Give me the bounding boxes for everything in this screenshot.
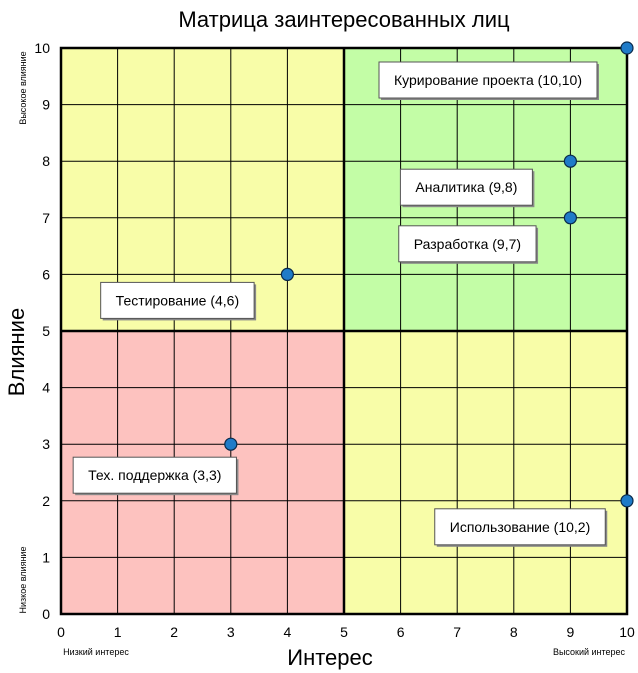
x-tick-label: 8 [510,624,518,640]
x-axis-ticks: 0 1 2 3 4 5 6 7 8 9 10 [57,624,635,640]
point-label: Использование (10,2) [434,508,608,547]
y-tick-label: 9 [42,97,50,113]
point-label-box [398,225,537,263]
x-tick-label: 4 [284,624,292,640]
point-label-text: Разработка (9,7) [414,236,521,252]
x-high-label: Высокий интерес [553,647,626,657]
point-label: Разработка (9,7) [398,225,539,264]
quadrant-borders [59,46,629,616]
point-label-box [100,281,255,319]
point-label: Тестирование (4,6) [100,281,257,321]
point-label-box [72,456,237,494]
x-tick-label: 6 [397,624,405,640]
data-point [224,437,238,451]
y-tick-label: 4 [42,380,50,396]
x-tick-label: 3 [227,624,235,640]
x-tick-label: 2 [170,624,178,640]
y-tick-label: 0 [42,606,50,622]
y-high-label: Высокое влияние [18,51,28,124]
point-labels: Курирование проекта (10,10) Аналитика (9,… [72,61,608,547]
x-tick-label: 5 [340,624,348,640]
point-label-text: Тех. поддержка (3,3) [88,467,221,483]
x-tick-label: 7 [453,624,461,640]
point-label-box [378,61,598,99]
point-label-text: Курирование проекта (10,10) [394,72,582,88]
point-label-text: Аналитика (9,8) [415,179,517,195]
x-tick-label: 9 [567,624,575,640]
data-points [224,41,634,508]
x-tick-label: 10 [619,624,635,640]
x-tick-label: 1 [114,624,122,640]
y-axis-ticks: 0 1 2 3 4 5 6 7 8 9 10 [34,40,50,622]
y-tick-label: 1 [42,549,50,565]
x-low-label: Низкий интерес [63,647,129,657]
y-axis-title: Влияние [4,308,29,396]
data-point [280,267,294,281]
point-label-box [399,168,533,206]
point-label: Аналитика (9,8) [399,168,535,208]
point-label: Тех. поддержка (3,3) [72,456,239,496]
y-tick-label: 8 [42,153,50,169]
y-tick-label: 7 [42,210,50,226]
x-axis-title: Интерес [287,645,373,670]
y-tick-label: 2 [42,493,50,509]
point-label: Курирование проекта (10,10) [378,61,599,100]
point-label-text: Тестирование (4,6) [116,292,239,308]
y-low-label: Низкое влияние [18,547,28,614]
point-label-box [434,508,606,546]
data-point [563,154,578,168]
y-tick-label: 3 [42,436,50,452]
y-tick-label: 10 [34,40,50,56]
quadrant-3 [344,331,627,614]
data-point [563,211,578,225]
data-point [620,494,634,508]
point-label-text: Использование (10,2) [450,519,591,535]
y-tick-label: 6 [42,266,50,282]
chart-title: Матрица заинтересованных лиц [178,7,510,32]
y-tick-label: 5 [42,323,50,339]
x-tick-label: 0 [57,624,65,640]
data-point [620,41,634,55]
